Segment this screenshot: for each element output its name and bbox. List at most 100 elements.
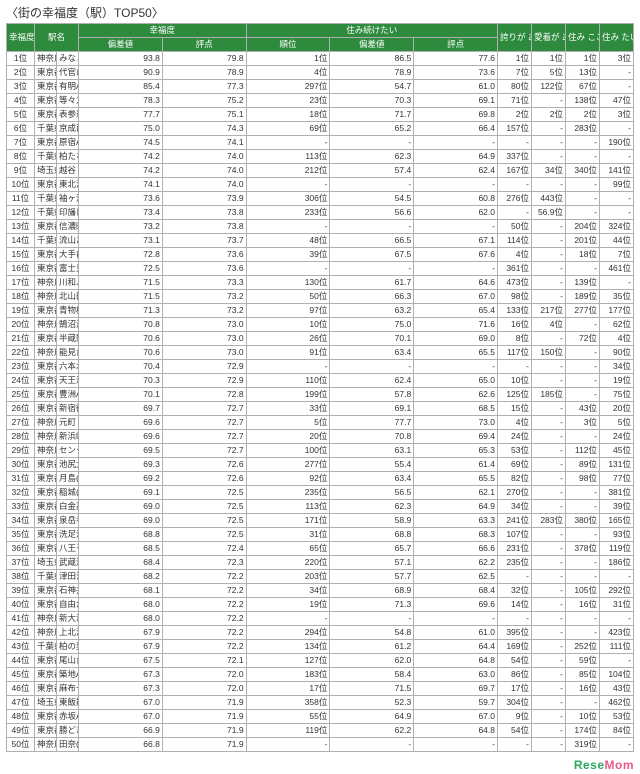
cell-att: -	[532, 276, 566, 290]
cell-pts2: 66.4	[414, 122, 498, 136]
cell-rank: 19位	[7, 304, 35, 318]
cell-att: -	[532, 290, 566, 304]
cell-live: 3位	[566, 416, 600, 430]
table-row: 28位神奈川県新浜崎(JR京葉線)69.672.720位70.869.424位-…	[7, 430, 634, 444]
cell-station: 月島(東京メトロ有楽町線)	[57, 472, 79, 486]
cell-ord: 233位	[246, 206, 330, 220]
cell-att: -	[532, 570, 566, 584]
cell-ord: -	[246, 178, 330, 192]
cell-rank: 41位	[7, 612, 35, 626]
cell-ord: 26位	[246, 332, 330, 346]
cell-pts2: 69.4	[414, 430, 498, 444]
cell-want: 462位	[600, 696, 634, 710]
cell-want: 3位	[600, 108, 634, 122]
table-row: 13位東京都信濃町(JR中央線)73.273.8---50位-204位324位	[7, 220, 634, 234]
cell-att: 443位	[532, 192, 566, 206]
cell-pts: 74.0	[162, 164, 246, 178]
cell-att: -	[532, 696, 566, 710]
cell-ord: 17位	[246, 682, 330, 696]
table-row: 38位千葉県津田沼(JR京葉線)68.272.2203位57.762.5----	[7, 570, 634, 584]
cell-ord: 110位	[246, 374, 330, 388]
cell-dev: 74.2	[79, 150, 163, 164]
cell-rank: 8位	[7, 150, 35, 164]
cell-dev2: 52.3	[330, 696, 414, 710]
cell-pts: 72.5	[162, 500, 246, 514]
table-row: 45位東京都築地A(東京メトロ日比谷線)67.372.0183位58.463.0…	[7, 668, 634, 682]
cell-dev2: 69.1	[330, 402, 414, 416]
cell-rank: 48位	[7, 710, 35, 724]
cell-pride: 10位	[498, 374, 532, 388]
cell-want: 31位	[600, 598, 634, 612]
cell-ord: 306位	[246, 192, 330, 206]
table-row: 27位神奈川県元町・中華街(みなとみらい線)69.672.75位77.773.0…	[7, 416, 634, 430]
table-row: 21位東京都半蔵門・麹町A(東京メトロ半蔵門線)70.673.026位70.16…	[7, 332, 634, 346]
cell-station: 富士見ヶ丘(京王井の頭線)	[57, 262, 79, 276]
cell-live: 112位	[566, 444, 600, 458]
cell-pride: 361位	[498, 262, 532, 276]
cell-ord: 235位	[246, 486, 330, 500]
cell-dev2: -	[330, 220, 414, 234]
cell-rank: 29位	[7, 444, 35, 458]
cell-pref: 東京都	[35, 724, 57, 738]
cell-dev: 68.0	[79, 612, 163, 626]
th-pts2: 評点	[414, 38, 498, 52]
cell-rank: 47位	[7, 696, 35, 710]
cell-live: -	[566, 696, 600, 710]
cell-want: 53位	[600, 710, 634, 724]
cell-live: -	[566, 136, 600, 150]
cell-want: 190位	[600, 136, 634, 150]
cell-pts2: -	[414, 136, 498, 150]
cell-att: -	[532, 374, 566, 388]
cell-live: 16位	[566, 598, 600, 612]
cell-att: -	[532, 612, 566, 626]
cell-live: -	[566, 206, 600, 220]
table-row: 50位神奈川県田奈(東急田園都市線)66.871.9-----319位-	[7, 738, 634, 752]
cell-ord: 48位	[246, 234, 330, 248]
cell-station: 尾山台(東急大井町線)	[57, 654, 79, 668]
cell-ord: 20位	[246, 430, 330, 444]
cell-live: 85位	[566, 668, 600, 682]
cell-att: -	[532, 640, 566, 654]
th-dev2: 偏差値	[330, 38, 414, 52]
cell-live: -	[566, 570, 600, 584]
cell-dev: 68.5	[79, 542, 163, 556]
table-row: 44位東京都尾山台(東急大井町線)67.572.1127位62.064.854位…	[7, 654, 634, 668]
cell-rank: 12位	[7, 206, 35, 220]
cell-pride: 98位	[498, 290, 532, 304]
cell-ord: 23位	[246, 94, 330, 108]
cell-att: -	[532, 724, 566, 738]
table-row: 25位東京都豊洲A(東京メトロ有楽町線)70.172.8199位57.862.6…	[7, 388, 634, 402]
cell-pref: 神奈川県	[35, 612, 57, 626]
cell-dev: 70.4	[79, 360, 163, 374]
cell-want: 292位	[600, 584, 634, 598]
cell-pts2: 69.6	[414, 598, 498, 612]
cell-ord: -	[246, 220, 330, 234]
cell-pride: 17位	[498, 682, 532, 696]
cell-live: 283位	[566, 122, 600, 136]
cell-live: -	[566, 178, 600, 192]
cell-pride: 69位	[498, 458, 532, 472]
cell-want: -	[600, 122, 634, 136]
cell-pref: 東京都	[35, 220, 57, 234]
cell-pts2: 64.9	[414, 150, 498, 164]
table-row: 34位東京都泉岳寺(都営浅草・京急浦賀線)69.072.5171位58.963.…	[7, 514, 634, 528]
cell-ord: -	[246, 262, 330, 276]
cell-pts2: 65.5	[414, 346, 498, 360]
cell-live: 1位	[566, 52, 600, 66]
cell-pts2: 62.6	[414, 388, 498, 402]
table-row: 33位東京都白金高輪(東京メトロ南北線)69.072.5113位62.364.9…	[7, 500, 634, 514]
cell-pride: 32位	[498, 584, 532, 598]
cell-dev2: 58.4	[330, 668, 414, 682]
cell-pts: 74.0	[162, 178, 246, 192]
cell-dev2: 66.5	[330, 234, 414, 248]
cell-station: 津田沼(JR京葉線)	[57, 570, 79, 584]
cell-pts: 72.2	[162, 570, 246, 584]
cell-station: 天王洲アイル(りんかい線)	[57, 374, 79, 388]
cell-pride: 53位	[498, 444, 532, 458]
cell-pts2: 68.3	[414, 528, 498, 542]
cell-pts2: -	[414, 612, 498, 626]
cell-station: 京成西船(京成千原線)	[57, 122, 79, 136]
cell-pride: 473位	[498, 276, 532, 290]
cell-dev2: 63.1	[330, 444, 414, 458]
cell-rank: 18位	[7, 290, 35, 304]
